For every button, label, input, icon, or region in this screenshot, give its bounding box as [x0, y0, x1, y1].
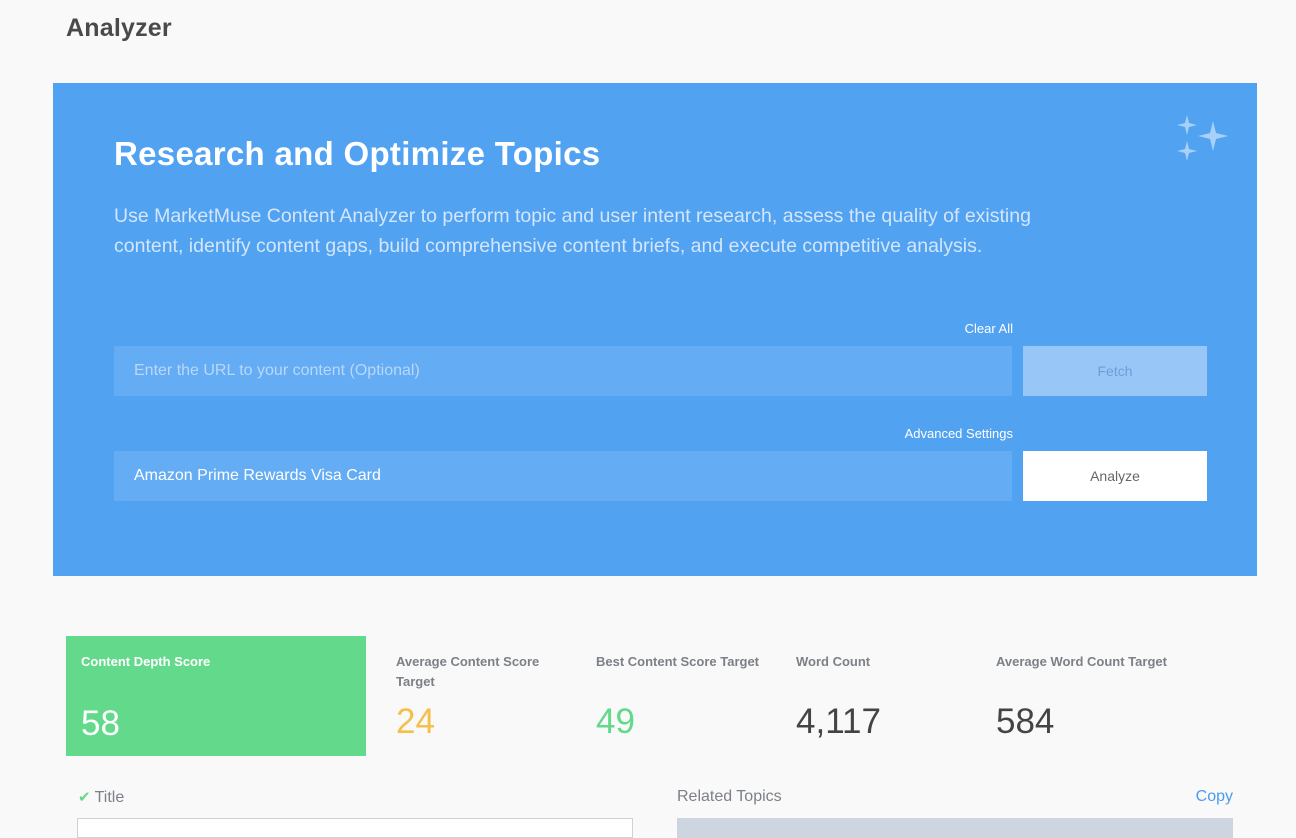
copy-link[interactable]: Copy [1195, 788, 1233, 805]
url-input[interactable] [114, 346, 1012, 396]
avg-content-score-label: Average Content Score Target [396, 654, 540, 689]
content-depth-score-card: Content Depth Score 58 [66, 636, 366, 756]
hero-title: Research and Optimize Topics [114, 135, 601, 172]
title-section-label: Title [94, 789, 125, 806]
avg-content-score-value: 24 [396, 702, 435, 741]
related-topics-box [677, 818, 1233, 838]
fetch-button[interactable]: Fetch [1023, 346, 1207, 396]
avg-word-count-value: 584 [996, 702, 1055, 741]
word-count-value: 4,117 [796, 702, 881, 741]
best-content-score-value: 49 [596, 702, 635, 741]
word-count-metric: Word Count 4,117 [796, 652, 976, 741]
avg-word-count-label: Average Word Count Target [996, 654, 1167, 669]
check-icon: ✔ [78, 789, 91, 806]
hero-description: Use MarketMuse Content Analyzer to perfo… [114, 205, 1031, 257]
title-section-header: ✔ Title [78, 788, 124, 807]
best-content-score-metric: Best Content Score Target 49 [596, 652, 776, 741]
sparkles-icon [1177, 115, 1228, 161]
avg-word-count-metric: Average Word Count Target 584 [996, 652, 1176, 741]
topic-input[interactable] [114, 451, 1012, 501]
content-depth-value: 58 [81, 704, 120, 743]
advanced-settings-link[interactable]: Advanced Settings [904, 426, 1013, 441]
clear-all-link[interactable]: Clear All [964, 321, 1013, 336]
content-depth-label: Content Depth Score [81, 654, 211, 669]
word-count-label: Word Count [796, 654, 871, 669]
avg-content-score-metric: Average Content Score Target 24 [396, 652, 576, 741]
hero-panel: Research and Optimize Topics Use MarketM… [53, 83, 1257, 576]
page-title: Analyzer [66, 14, 172, 42]
title-box[interactable] [77, 818, 633, 838]
analyze-button[interactable]: Analyze [1023, 451, 1207, 501]
best-content-score-label: Best Content Score Target [596, 654, 760, 669]
related-topics-header: Related Topics [677, 788, 782, 805]
